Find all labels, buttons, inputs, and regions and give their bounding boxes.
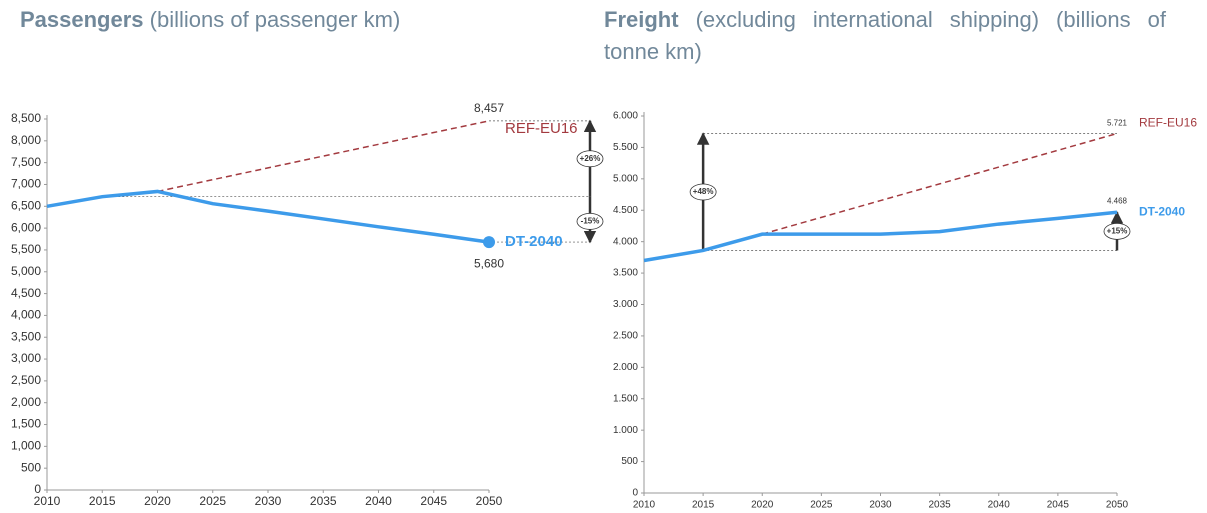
y-tick-label: 1,000: [11, 439, 41, 453]
y-tick-label: 500: [21, 460, 41, 474]
value-label: 8,457: [474, 101, 504, 115]
x-tick-label: 2015: [692, 500, 715, 511]
annotation-badge: [576, 212, 604, 230]
end-marker: [483, 236, 495, 249]
y-tick-label: 3,500: [11, 329, 41, 343]
y-tick-label: 500: [621, 456, 638, 467]
x-tick-label: 2030: [255, 494, 282, 508]
x-tick-label: 2050: [476, 494, 503, 508]
x-tick-label: 2040: [988, 500, 1011, 511]
title-main: Passengers: [20, 7, 144, 32]
y-tick-label: 4,500: [11, 286, 41, 300]
y-tick-label: 4.500: [613, 205, 638, 216]
series-line: [762, 132, 1118, 235]
annotation-badge: [576, 150, 604, 168]
annotation: +48%: [693, 187, 714, 196]
series-line: [157, 120, 490, 193]
y-tick-label: 8,000: [11, 133, 41, 147]
value-label: 4.468: [1107, 196, 1128, 205]
y-tick-label: 2.000: [613, 362, 638, 373]
series-label: DT-2040: [1139, 204, 1185, 218]
chart-title: Freight (excluding international shippin…: [604, 4, 1166, 68]
annotation: +15%: [1107, 226, 1128, 235]
y-tick-label: 3.500: [613, 268, 638, 279]
value-label: 5.721: [1107, 119, 1128, 128]
y-tick-label: 5.500: [613, 142, 638, 153]
x-tick-label: 2035: [929, 500, 952, 511]
series-label: DT-2040: [505, 233, 563, 250]
y-tick-label: 4,000: [11, 308, 41, 322]
x-tick-label: 2015: [89, 494, 116, 508]
y-tick-label: 1.000: [613, 425, 638, 436]
series-line: [643, 210, 1118, 263]
value-label: 5,680: [474, 256, 504, 270]
y-tick-label: 2,000: [11, 395, 41, 409]
annotation-badge: [1103, 222, 1131, 240]
x-tick-label: 2025: [810, 500, 833, 511]
series-line: [46, 189, 490, 244]
annotation: +26%: [580, 154, 601, 163]
x-tick-label: 2030: [869, 500, 892, 511]
title-sub: (excluding international shipping) (bill…: [604, 7, 1166, 64]
y-tick-label: 0: [34, 482, 41, 496]
y-tick-label: 7,000: [11, 177, 41, 191]
title-main: Freight: [604, 7, 679, 32]
title-sub: (billions of passenger km): [149, 7, 401, 32]
y-tick-label: 0: [632, 488, 638, 499]
annotation-badge: [689, 183, 717, 201]
y-tick-label: 8,500: [11, 111, 41, 125]
x-tick-label: 2045: [420, 494, 447, 508]
x-tick-label: 2010: [34, 494, 61, 508]
y-tick-label: 7,500: [11, 155, 41, 169]
y-tick-label: 1,500: [11, 417, 41, 431]
chart-title: Passengers (billions of passenger km): [20, 4, 580, 36]
x-tick-label: 2040: [365, 494, 392, 508]
y-tick-label: 2,500: [11, 373, 41, 387]
x-tick-label: 2010: [633, 500, 656, 511]
y-tick-label: 3.000: [613, 299, 638, 310]
x-tick-label: 2020: [751, 500, 774, 511]
x-tick-label: 2045: [1047, 500, 1070, 511]
y-tick-label: 2.500: [613, 331, 638, 342]
x-tick-label: 2020: [144, 494, 171, 508]
annotation: -15%: [581, 216, 600, 225]
y-tick-label: 1.500: [613, 393, 638, 404]
x-tick-label: 2035: [310, 494, 337, 508]
y-tick-label: 5,000: [11, 264, 41, 278]
series-label: REF-EU16: [505, 120, 578, 137]
y-tick-label: 6,000: [11, 220, 41, 234]
y-tick-label: 6,500: [11, 198, 41, 212]
y-tick-label: 3,000: [11, 351, 41, 365]
y-tick-label: 4.000: [613, 236, 638, 247]
y-tick-label: 6.000: [613, 111, 638, 122]
x-tick-label: 2050: [1106, 500, 1129, 511]
y-tick-label: 5,500: [11, 242, 41, 256]
x-tick-label: 2025: [199, 494, 226, 508]
y-tick-label: 5.000: [613, 173, 638, 184]
series-label: REF-EU16: [1139, 116, 1197, 130]
